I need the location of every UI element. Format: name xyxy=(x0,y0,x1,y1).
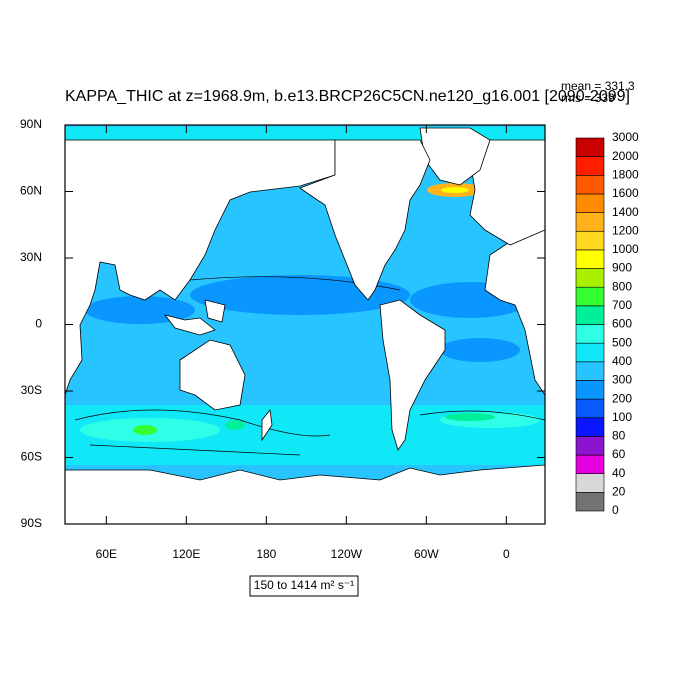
colorbar-box xyxy=(575,268,605,288)
colorbar-label: 400 xyxy=(612,354,632,368)
colorbar-box xyxy=(575,361,605,381)
colorbar-box xyxy=(575,286,605,307)
rms-stat: rms = 339 xyxy=(561,91,615,105)
colorbar-box xyxy=(575,417,605,437)
colorbar-label: 700 xyxy=(612,298,632,312)
colorbar-box xyxy=(575,137,605,157)
lat-label: 0 xyxy=(35,317,42,331)
colorbar-box xyxy=(575,436,605,456)
southern-peak xyxy=(445,413,495,421)
range-box xyxy=(249,575,359,597)
colorbar-label: 20 xyxy=(612,485,626,499)
colorbar-label: 2000 xyxy=(612,149,639,163)
colorbar-label: 500 xyxy=(612,335,632,349)
colorbar-box xyxy=(575,175,605,195)
colorbar-label: 1800 xyxy=(612,167,639,181)
colorbar-box xyxy=(575,454,605,474)
land-indonesia xyxy=(163,299,226,336)
colorbar-label: 200 xyxy=(612,391,632,405)
lon-label: 120E xyxy=(172,547,200,561)
land-africa xyxy=(484,229,546,397)
range-label: 150 to 1414 m² s⁻¹ xyxy=(254,578,354,592)
colorbar-label: 300 xyxy=(612,373,632,387)
atlantic-band-south xyxy=(440,338,520,362)
lat-label: 60N xyxy=(20,184,42,198)
colorbar-label: 1200 xyxy=(612,223,639,237)
land-new-zealand xyxy=(261,409,273,442)
title: KAPPA_THIC at z=1968.9m, b.e13.BRCP26C5C… xyxy=(65,88,630,105)
colorbar-box xyxy=(575,212,605,232)
land-asia-africa xyxy=(64,139,336,396)
colorbar-label: 3000 xyxy=(612,130,639,144)
lat-label: 90N xyxy=(20,117,42,131)
colorbar-box xyxy=(575,324,605,344)
colorbar-box xyxy=(575,249,605,269)
lat-label: 30S xyxy=(21,383,42,397)
colorbar-box xyxy=(575,492,605,512)
lon-label: 60E xyxy=(96,547,117,561)
lat-label: 60S xyxy=(21,450,42,464)
colorbar-box xyxy=(575,380,605,400)
colorbar-box xyxy=(575,473,605,493)
lon-label: 60W xyxy=(414,547,439,561)
colorbar-label: 1000 xyxy=(612,242,639,256)
southern-peak xyxy=(133,425,157,435)
mean-stat: mean = 331.3 xyxy=(561,79,635,93)
colorbar-label: 60 xyxy=(612,447,626,461)
nordic-peak xyxy=(441,187,469,193)
map xyxy=(64,124,546,525)
colorbar-label: 900 xyxy=(612,261,632,275)
land-north-america xyxy=(299,139,431,301)
colorbar-box xyxy=(575,342,605,363)
land-australia xyxy=(179,339,246,411)
colorbar-label: 100 xyxy=(612,410,632,424)
colorbar-box xyxy=(575,305,605,325)
lon-label: 120W xyxy=(331,547,363,561)
lat-label: 30N xyxy=(20,250,42,264)
colorbar-box xyxy=(575,230,605,251)
lon-label: 180 xyxy=(256,547,276,561)
colorbar-label: 80 xyxy=(612,429,626,443)
southern-peak xyxy=(225,420,245,430)
colorbar-label: 0 xyxy=(612,503,619,517)
colorbar-box xyxy=(575,398,605,419)
lon-label: 0 xyxy=(503,547,510,561)
colorbar-box xyxy=(575,193,605,213)
contour-line xyxy=(74,276,546,456)
lat-label: 90S xyxy=(21,516,42,530)
colorbar-label: 800 xyxy=(612,279,632,293)
colorbar-label: 40 xyxy=(612,466,626,480)
land-south-america xyxy=(379,299,446,451)
colorbar-box xyxy=(575,156,605,176)
colorbar-label: 600 xyxy=(612,317,632,331)
colorbar-label: 1600 xyxy=(612,186,639,200)
colorbar-label: 1400 xyxy=(612,205,639,219)
